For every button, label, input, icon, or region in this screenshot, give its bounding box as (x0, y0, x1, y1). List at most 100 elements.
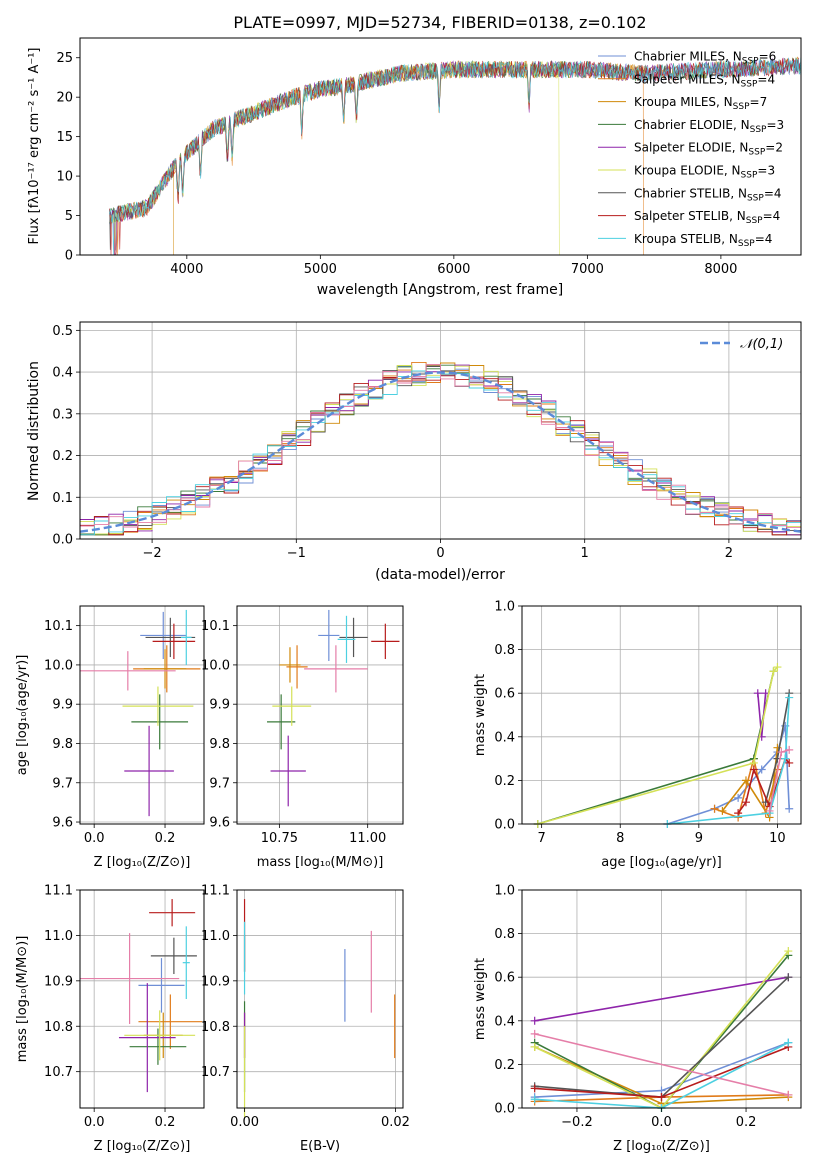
spectrum-series-line (109, 57, 801, 256)
ytick-label: 11.0 (44, 929, 73, 944)
weight-point-marker (734, 793, 743, 802)
ytick-label: 10 (56, 170, 73, 185)
legend-entry: Chabrier STELIB, NSSP=4 (634, 186, 782, 203)
weight-point-marker (530, 1029, 539, 1038)
weight-point-marker (749, 765, 758, 774)
y-axis-label: mass [log₁₀(M/M⊙)] (15, 936, 30, 1063)
x-axis-label: Z [log₁₀(Z/Z⊙)] (613, 1139, 710, 1154)
weight-point-marker (784, 1090, 793, 1099)
xtick-label: 5000 (304, 262, 337, 277)
spectrum-ylabel: Flux [fλ10⁻¹⁷ erg cm⁻² s⁻¹ A⁻¹] (27, 48, 42, 245)
weight-point-marker (785, 804, 794, 813)
ytick-label: 20 (56, 91, 73, 106)
x-axis-label: age [log₁₀(age/yr)] (601, 855, 722, 870)
ytick-label: 9.7 (209, 776, 230, 791)
spectrum-title: PLATE=0997, MJD=52734, FIBERID=0138, z=0… (233, 13, 646, 32)
xtick-label: 9 (695, 831, 703, 846)
weight-point-marker (530, 1042, 539, 1051)
ytick-label: 5 (65, 209, 73, 224)
legend-entry: Kroupa STELIB, NSSP=4 (634, 232, 772, 249)
xtick-label: 0.0 (84, 1115, 105, 1130)
weight-point-marker (530, 1095, 539, 1104)
ytick-label: 15 (56, 130, 73, 145)
panel-data (533, 663, 794, 828)
ytick-label: 10.7 (201, 1065, 230, 1080)
ytick-label: 1.0 (494, 600, 515, 615)
ytick-label: 9.9 (209, 698, 230, 713)
xtick-label: 0.2 (155, 831, 176, 846)
weight-point-marker (784, 1038, 793, 1047)
xtick-label: 0.0 (84, 831, 105, 846)
legend-entry: Salpeter ELODIE, NSSP=2 (634, 141, 783, 158)
panel-weight-vs-Z: −0.2 0.0 0.2 0.0 0.2 0.4 0.6 0.8 1.0 Z [log₁₀(Z/Z… (473, 884, 802, 1154)
ytick-label: 11.1 (44, 884, 73, 899)
ytick-label: 11.1 (201, 884, 230, 899)
weight-point-marker (753, 689, 762, 698)
ytick-label: 0 (65, 249, 73, 264)
ytick-label: 0.3 (52, 407, 73, 422)
ytick-label: 10.9 (44, 974, 73, 989)
ytick-label: 9.6 (52, 816, 73, 831)
ytick-label: 0.0 (494, 818, 515, 833)
xtick-label: 6000 (437, 262, 470, 277)
ytick-label: 10.1 (201, 619, 230, 634)
x-axis-label: Z [log₁₀(Z/Z⊙)] (94, 855, 191, 870)
xtick-label: 0.02 (381, 1115, 410, 1130)
legend-entry: 𝒩(0,1) (740, 337, 783, 352)
spectrum-series-line (109, 58, 801, 250)
ytick-label: 10.1 (44, 619, 73, 634)
ytick-label: 10.8 (201, 1020, 230, 1035)
ytick-label: 9.8 (52, 737, 73, 752)
weight-point-marker (769, 667, 778, 676)
ytick-label: 11.0 (201, 929, 230, 944)
weight-series-line (537, 666, 778, 825)
spectrum-series-line (109, 57, 801, 256)
legend-entry: Salpeter MILES, NSSP=4 (634, 72, 775, 89)
xtick-label: 7 (538, 831, 546, 846)
panel-grid (80, 606, 204, 824)
weight-series-line (667, 697, 790, 825)
residual-ylabel: Normed distribution (26, 361, 42, 501)
axes-frame (79, 889, 205, 1109)
panel-grid (80, 889, 204, 1108)
weight-point-marker (757, 765, 766, 774)
panel-data (267, 609, 400, 807)
weight-point-marker (785, 758, 794, 767)
panel-data (80, 609, 201, 817)
ytick-label: 10.9 (201, 974, 230, 989)
xtick-label: −1 (287, 546, 306, 561)
weight-point-marker (530, 1016, 539, 1025)
weight-point-marker (710, 804, 719, 813)
x-axis-label: Z [log₁₀(Z/Z⊙)] (94, 1139, 191, 1154)
ytick-label: 0.0 (494, 1102, 515, 1117)
weight-point-marker (530, 1084, 539, 1093)
xtick-label: 0 (436, 546, 444, 561)
panel-data (243, 899, 396, 1118)
panel-age-vs-mass: 10.75 11.00 9.6 9.7 9.8 9.9 10.0 10.1 mass [log₁… (201, 605, 404, 870)
legend-entry: Chabrier ELODIE, NSSP=3 (634, 118, 784, 135)
residual-xlabel: (data-model)/error (375, 567, 505, 583)
ytick-label: 10.0 (44, 658, 73, 673)
ytick-label: 0.5 (52, 324, 73, 339)
spectrum-series-line (173, 56, 801, 255)
ytick-label: 9.9 (52, 698, 73, 713)
ytick-label: 0.6 (494, 971, 515, 986)
weight-point-marker (784, 973, 793, 982)
x-axis-label: E(B-V) (300, 1139, 340, 1154)
y-axis-label: age [log₁₀(age/yr)] (15, 655, 30, 776)
spectrum-panel: 4000 5000 6000 7000 8000 0 5 10 15 20 25 PLATE=099… (27, 13, 802, 298)
weight-point-marker (773, 663, 782, 672)
axes-frame (236, 889, 404, 1109)
xtick-label: 7000 (571, 262, 604, 277)
ytick-label: 0.1 (52, 491, 73, 506)
legend-entry: Kroupa MILES, NSSP=7 (634, 95, 767, 112)
panel-mass-vs-Z: 0.0 0.2 10.7 10.8 10.9 11.0 11.1 Z [log₁₀(Z/Z⊙)… (15, 884, 205, 1154)
xtick-label: −0.2 (561, 1115, 593, 1130)
panel-mass-vs-ebv: 0.00 0.02 10.7 10.8 10.9 11.0 11.1 E(B-V) (201, 884, 410, 1155)
weight-series-line (534, 1033, 789, 1096)
ytick-label: 0.4 (494, 730, 515, 745)
ytick-label: 1.0 (494, 884, 515, 899)
legend-entry: Salpeter STELIB, NSSP=4 (634, 209, 780, 226)
panel-age-vs-Z: 0.0 0.2 9.6 9.7 9.8 9.9 10.0 10.1 Z [log₁₀(Z/Z⊙)… (15, 605, 205, 870)
